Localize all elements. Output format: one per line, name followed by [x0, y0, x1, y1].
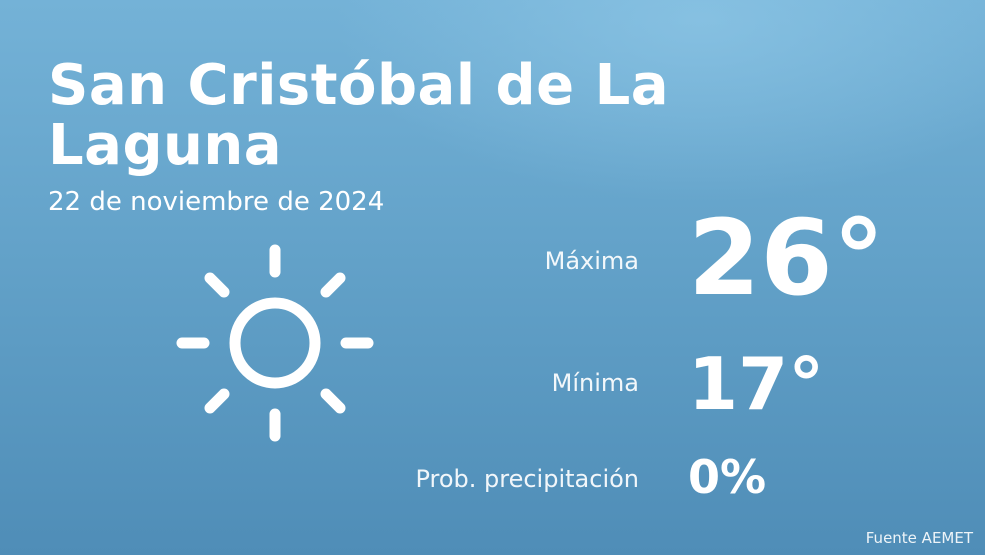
min-temp-label: Mínima	[551, 369, 639, 397]
city-title: San Cristóbal de La Laguna	[48, 53, 670, 178]
forecast-date: 22 de noviembre de 2024	[48, 187, 385, 217]
min-temp-value: 17°	[688, 342, 825, 426]
max-temp-value: 26°	[688, 197, 885, 319]
sun-icon	[176, 244, 374, 442]
source-credit: Fuente AEMET	[865, 529, 973, 547]
precipitation-label: Prob. precipitación	[415, 465, 639, 493]
precipitation-value: 0%	[688, 450, 767, 504]
max-temp-label: Máxima	[544, 247, 639, 275]
